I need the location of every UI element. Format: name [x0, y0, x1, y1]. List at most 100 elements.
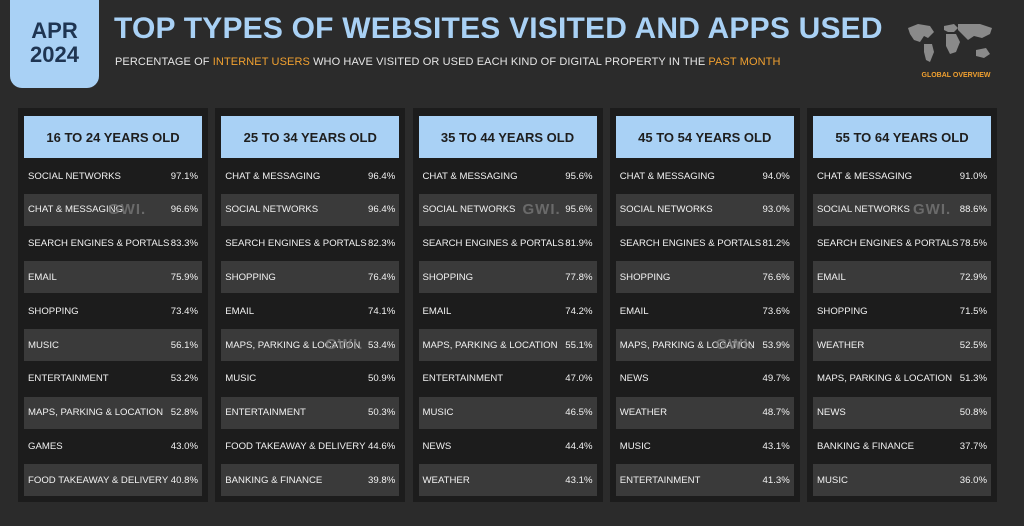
table-row: SHOPPING 76.6%	[615, 261, 794, 294]
age-panel: 25 TO 34 YEARS OLD CHAT & MESSAGING 96.4% S…	[215, 108, 406, 502]
table-row: MAPS, PARKING & LOCATION 53.4%	[221, 329, 400, 361]
row-value: 36.0%	[959, 474, 987, 486]
row-value: 95.6%	[565, 170, 593, 182]
row-value: 48.7%	[762, 407, 790, 419]
row-value: 81.9%	[565, 238, 593, 250]
gwi-watermark: GWI.	[715, 336, 754, 353]
subtitle-highlight-past-month: PAST MONTH	[708, 56, 781, 68]
row-label: SHOPPING	[817, 305, 868, 317]
row-value: 50.8%	[959, 407, 987, 419]
row-value: 44.4%	[565, 440, 593, 452]
page-subtitle: PERCENTAGE OF INTERNET USERS WHO HAVE VI…	[115, 56, 781, 68]
row-value: 96.6%	[170, 204, 198, 216]
table-row: SEARCH ENGINES & PORTALS 82.3%	[221, 228, 399, 260]
subtitle-highlight-internet-users: INTERNET USERS	[212, 56, 310, 68]
table-row: MUSIC 43.1%	[616, 430, 794, 462]
age-panel: 16 TO 24 YEARS OLD SOCIAL NETWORKS 97.1% CH…	[18, 108, 208, 502]
row-value: 51.3%	[959, 373, 987, 385]
table-row: CHAT & MESSAGING 96.6%	[24, 193, 202, 226]
row-value: 96.4%	[368, 204, 396, 216]
row-label: SEARCH ENGINES & PORTALS	[619, 238, 762, 250]
row-label: EMAIL	[225, 305, 255, 317]
row-label: ENTERTAINMENT	[225, 407, 306, 419]
row-value: 41.3%	[762, 474, 790, 486]
table-row: CHAT & MESSAGING 96.4%	[221, 160, 399, 192]
table-row: SOCIAL NETWORKS 95.6%	[418, 193, 597, 226]
row-label: ENTERTAINMENT	[619, 474, 701, 486]
table-row: EMAIL 72.9%	[813, 261, 991, 294]
row-label: SEARCH ENGINES & PORTALS	[422, 238, 564, 250]
table-row: GAMES 43.0%	[24, 430, 202, 462]
subtitle-part-3: WHO HAVE VISITED OR USED EACH KIND OF DI…	[309, 56, 709, 68]
row-label: EMAIL	[817, 271, 846, 283]
row-value: 73.4%	[170, 305, 198, 317]
age-panel: 55 TO 64 YEARS OLD CHAT & MESSAGING 91.0% S…	[807, 108, 997, 502]
row-label: MAPS, PARKING & LOCATION	[28, 407, 164, 419]
row-value: 74.1%	[368, 305, 396, 317]
row-label: MAPS, PARKING & LOCATION	[817, 373, 953, 385]
row-value: 50.9%	[368, 373, 396, 385]
row-label: SEARCH ENGINES & PORTALS	[225, 238, 367, 250]
row-value: 49.7%	[762, 373, 790, 385]
row-label: MUSIC	[817, 474, 848, 486]
table-row: SHOPPING 76.4%	[221, 261, 400, 294]
page-title: TOP TYPES OF WEBSITES VISITED AND APPS U…	[114, 12, 883, 45]
row-value: 82.3%	[368, 238, 396, 250]
table-row: EMAIL 73.6%	[616, 295, 794, 327]
row-label: NEWS	[817, 407, 846, 419]
table-row: EMAIL 74.1%	[221, 295, 399, 327]
table-row: ENTERTAINMENT 50.3%	[221, 396, 400, 429]
table-row: NEWS 44.4%	[419, 430, 597, 462]
row-value: 93.0%	[762, 204, 790, 216]
row-label: CHAT & MESSAGING	[422, 170, 518, 182]
table-row: CHAT & MESSAGING 95.6%	[419, 160, 597, 192]
table-row: SHOPPING 71.5%	[813, 295, 991, 327]
table-row: SOCIAL NETWORKS 93.0%	[615, 193, 794, 226]
table-row: EMAIL 75.9%	[24, 261, 202, 294]
row-label: SHOPPING	[28, 305, 79, 317]
row-label: SOCIAL NETWORKS	[28, 170, 121, 182]
panel-header: 25 TO 34 YEARS OLD	[221, 116, 400, 158]
table-row: SOCIAL NETWORKS 97.1%	[24, 160, 202, 192]
row-value: 76.4%	[368, 271, 396, 283]
table-row: MAPS, PARKING & LOCATION 53.9%	[615, 329, 794, 361]
row-label: WEATHER	[619, 407, 668, 419]
table-row: EMAIL 74.2%	[419, 295, 597, 327]
table-row: SEARCH ENGINES & PORTALS 81.2%	[616, 228, 794, 260]
row-label: MUSIC	[28, 339, 59, 351]
row-label: BANKING & FINANCE	[817, 440, 915, 452]
subtitle-part-1: PERCENTAGE OF	[115, 56, 213, 68]
panel-background	[412, 108, 603, 502]
panel-header: 45 TO 54 YEARS OLD	[615, 116, 794, 158]
row-value: 46.5%	[565, 407, 593, 419]
row-label: SOCIAL NETWORKS	[817, 204, 910, 216]
row-value: 78.5%	[959, 238, 987, 250]
table-row: WEATHER 43.1%	[418, 464, 597, 497]
row-label: MUSIC	[619, 440, 651, 452]
row-value: 43.0%	[170, 440, 198, 452]
table-row: MUSIC 36.0%	[813, 464, 991, 497]
world-map-icon	[908, 24, 992, 62]
table-row: ENTERTAINMENT 47.0%	[419, 363, 597, 395]
table-row: MUSIC 56.1%	[24, 329, 202, 361]
panel-header: 55 TO 64 YEARS OLD	[813, 116, 991, 158]
row-value: 97.1%	[170, 170, 198, 182]
row-label: BANKING & FINANCE	[225, 474, 323, 486]
row-label: WEATHER	[817, 339, 865, 351]
row-value: 75.9%	[170, 271, 198, 283]
row-label: CHAT & MESSAGING	[619, 170, 715, 182]
gwi-watermark: GWI.	[108, 200, 147, 218]
row-label: ENTERTAINMENT	[28, 373, 109, 385]
row-label: MUSIC	[422, 407, 454, 419]
age-group-panels: 16 TO 24 YEARS OLD SOCIAL NETWORKS 97.1% CH…	[18, 108, 1002, 522]
age-panel: 35 TO 44 YEARS OLD CHAT & MESSAGING 95.6% S…	[412, 108, 603, 502]
date-badge: APR 2024	[10, 0, 99, 88]
table-row: NEWS 49.7%	[616, 363, 794, 395]
row-label: GAMES	[28, 440, 63, 452]
panel-background	[807, 108, 997, 502]
panel-header: 16 TO 24 YEARS OLD	[24, 116, 202, 158]
row-label: NEWS	[619, 373, 649, 385]
row-label: MAPS, PARKING & LOCATION	[225, 339, 361, 351]
row-label: CHAT & MESSAGING	[225, 170, 321, 182]
table-row: SHOPPING 77.8%	[418, 261, 597, 294]
